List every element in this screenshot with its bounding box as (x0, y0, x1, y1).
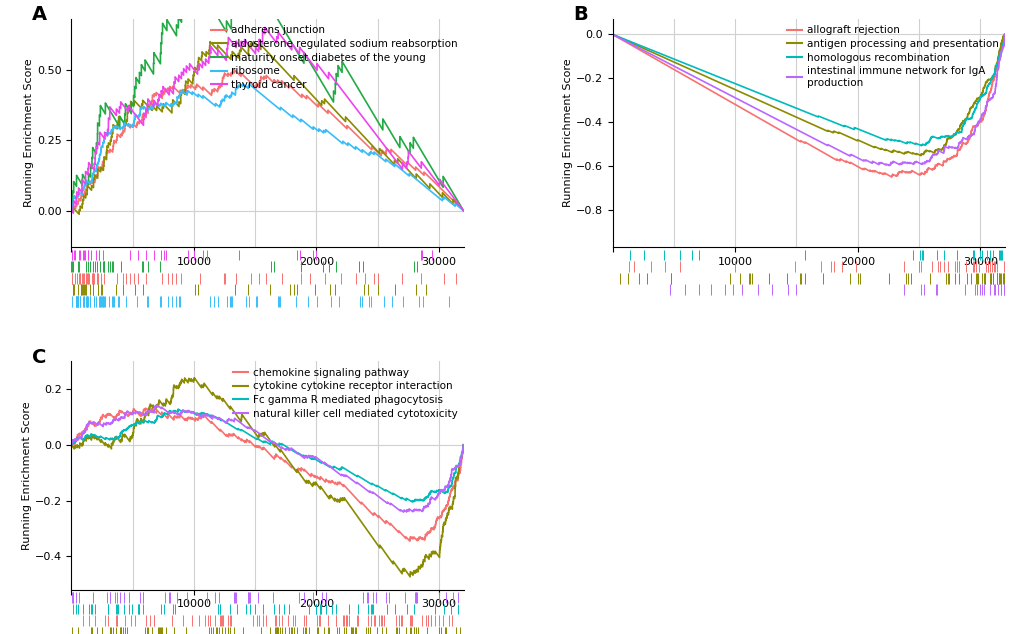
Text: C: C (33, 347, 47, 366)
Y-axis label: Running Enrichment Score: Running Enrichment Score (562, 59, 573, 207)
Text: B: B (573, 5, 588, 24)
Text: A: A (33, 5, 47, 24)
Legend: allograft rejection, antigen processing and presentation, homologous recombinati: allograft rejection, antigen processing … (782, 21, 1002, 92)
Legend: chemokine signaling pathway, cytokine cytokine receptor interaction, Fc gamma R : chemokine signaling pathway, cytokine cy… (228, 363, 461, 423)
Y-axis label: Running Enrichment Score: Running Enrichment Score (21, 401, 32, 550)
Legend: adherens junction, aldosterone regulated sodium reabsorption, maturity onset dia: adherens junction, aldosterone regulated… (207, 21, 461, 94)
Y-axis label: Running Enrichment Score: Running Enrichment Score (24, 59, 34, 207)
